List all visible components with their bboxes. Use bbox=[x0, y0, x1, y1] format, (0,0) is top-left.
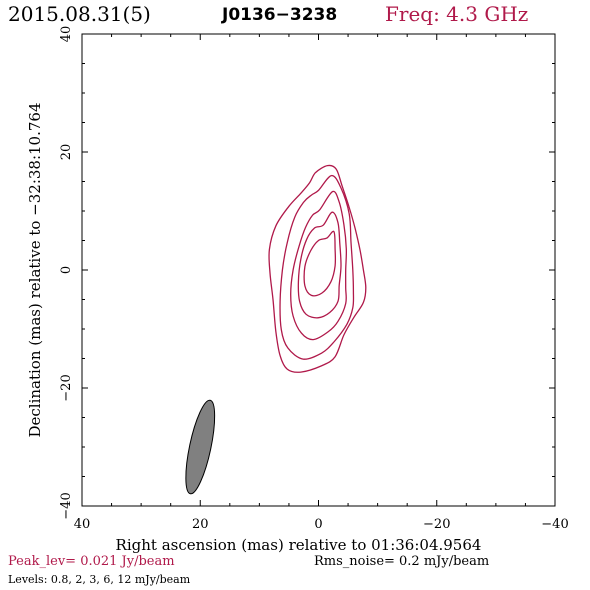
beam-group bbox=[185, 399, 216, 495]
contour-levels: Levels: 0.8, 2, 3, 6, 12 mJy/beam bbox=[8, 573, 191, 586]
x-tick-label: −20 bbox=[423, 517, 450, 532]
contour-level-6 bbox=[297, 211, 342, 319]
plot-frame-group bbox=[81, 33, 556, 507]
plot-frame bbox=[81, 33, 556, 507]
x-axis-title: Right ascension (mas) relative to 01:36:… bbox=[116, 536, 482, 554]
axis-label-group: 40 20 0 −20 −40 −40 −20 0 20 40 Right ascension (m… bbox=[26, 26, 569, 554]
contour-level-3 bbox=[290, 190, 348, 341]
x-tick-label: 20 bbox=[192, 517, 209, 532]
rms-noise: Rms_noise= 0.2 mJy/beam bbox=[314, 554, 490, 569]
contour-level-12 bbox=[303, 230, 337, 297]
tick-group bbox=[81, 33, 556, 507]
y-axis-title: Declination (mas) relative to −32:38:10.… bbox=[26, 102, 44, 437]
y-tick-label: −20 bbox=[59, 374, 74, 401]
beam-ellipse bbox=[185, 399, 216, 495]
y-tick-label: 20 bbox=[59, 144, 74, 161]
x-tick-label: 0 bbox=[314, 517, 322, 532]
y-tick-label: 0 bbox=[59, 266, 74, 274]
contour-level-0_8 bbox=[268, 164, 367, 373]
x-tick-label: −40 bbox=[541, 517, 568, 532]
y-tick-label: −40 bbox=[59, 492, 74, 519]
contour-level-2 bbox=[279, 174, 355, 360]
source-name: J0136−3238 bbox=[222, 5, 338, 25]
x-tick-label: 40 bbox=[74, 517, 91, 532]
y-tick-label: 40 bbox=[59, 26, 74, 43]
contour-group bbox=[268, 164, 367, 373]
frequency-label: Freq: 4.3 GHz bbox=[385, 2, 529, 26]
peak-level: Peak_lev= 0.021 Jy/beam bbox=[8, 554, 175, 569]
observation-date: 2015.08.31(5) bbox=[8, 2, 151, 26]
